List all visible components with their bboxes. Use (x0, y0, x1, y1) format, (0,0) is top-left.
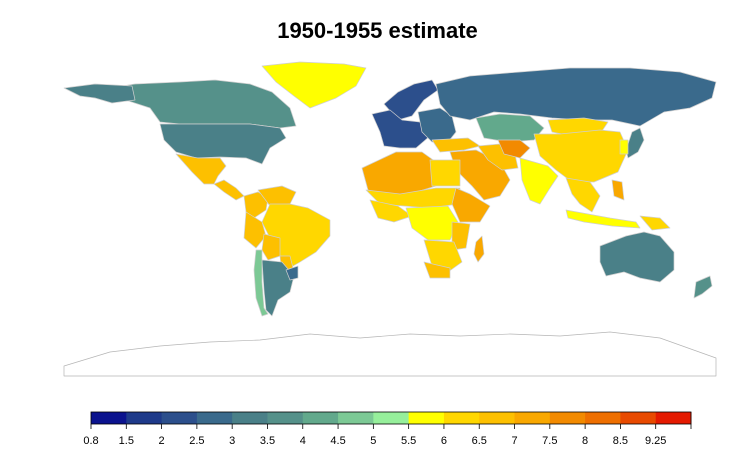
region-india (519, 157, 559, 205)
region-egypt (429, 159, 461, 187)
legend-swatch (338, 412, 374, 424)
legend-swatch (655, 412, 692, 424)
region-east-africa (451, 221, 471, 251)
map-title: 1950-1955 estimate (277, 18, 478, 43)
region-venezuela (257, 185, 297, 207)
region-philippines (611, 179, 625, 201)
legend-tick-label: 6.5 (472, 435, 487, 447)
region-horn-of-africa (451, 187, 491, 223)
region-eastern-europe (417, 107, 457, 143)
region-china (533, 129, 629, 183)
legend-frame (90, 411, 692, 425)
legend-swatch (196, 412, 233, 424)
region-southeast-asia (565, 177, 601, 213)
region-chile (253, 249, 269, 317)
legend-tick-label: 5.5 (401, 435, 416, 447)
legend-swatch (514, 412, 551, 424)
legend-tick-label: 7.5 (542, 435, 557, 447)
region-alaska (63, 83, 136, 104)
legend-tick-label: 7 (511, 435, 517, 447)
legend-swatch (232, 412, 268, 424)
legend-tick-label: 1.5 (119, 435, 134, 447)
legend-tick-label: 0.8 (83, 435, 98, 447)
legend-swatch (549, 412, 586, 424)
legend-swatch (373, 412, 410, 424)
legend-swatch (302, 412, 339, 424)
legend-swatch (479, 412, 516, 424)
region-west-africa (369, 199, 413, 223)
region-australia (599, 231, 675, 283)
legend-tick-label: 3.5 (260, 435, 275, 447)
region-afghanistan (497, 139, 531, 159)
region-canada (94, 79, 297, 129)
legend-tick-label: 9.25 (645, 435, 666, 447)
region-bolivia (261, 233, 281, 261)
legend-swatch (161, 412, 198, 424)
legend-swatch (620, 412, 657, 424)
region-new-zealand (693, 275, 713, 299)
region-greenland (261, 61, 367, 109)
legend-tick-label: 6 (441, 435, 447, 447)
region-central-africa (405, 205, 459, 241)
region-madagascar (473, 235, 485, 263)
legend-tick-label: 3 (229, 435, 235, 447)
region-western-europe (371, 109, 431, 149)
legend-swatch (443, 412, 480, 424)
legend-tick-label: 2.5 (189, 435, 204, 447)
region-indonesia (565, 209, 641, 229)
legend-swatch (585, 412, 621, 424)
region-united-states (159, 123, 287, 165)
region-south-africa (423, 261, 451, 279)
legend-tick-label: 4.5 (330, 435, 345, 447)
legend-swatch (267, 412, 304, 424)
region-korea (619, 139, 629, 155)
legend-tick-label: 5 (370, 435, 376, 447)
legend-tick-label: 2 (159, 435, 165, 447)
region-uruguay (285, 265, 299, 281)
region-turkey (431, 137, 481, 153)
region-antarctica (63, 331, 717, 377)
legend-tick-label: 8.5 (613, 435, 628, 447)
legend-swatch (91, 412, 127, 424)
region-mexico (175, 153, 227, 185)
legend-tick-label: 8 (582, 435, 588, 447)
region-peru (243, 211, 267, 249)
region-argentina (261, 259, 295, 317)
legend-swatch (408, 412, 445, 424)
region-papua-new-guinea (639, 215, 671, 231)
legend-swatch (126, 412, 163, 424)
legend-tick-label: 4 (300, 435, 306, 447)
region-ussr (435, 67, 717, 127)
